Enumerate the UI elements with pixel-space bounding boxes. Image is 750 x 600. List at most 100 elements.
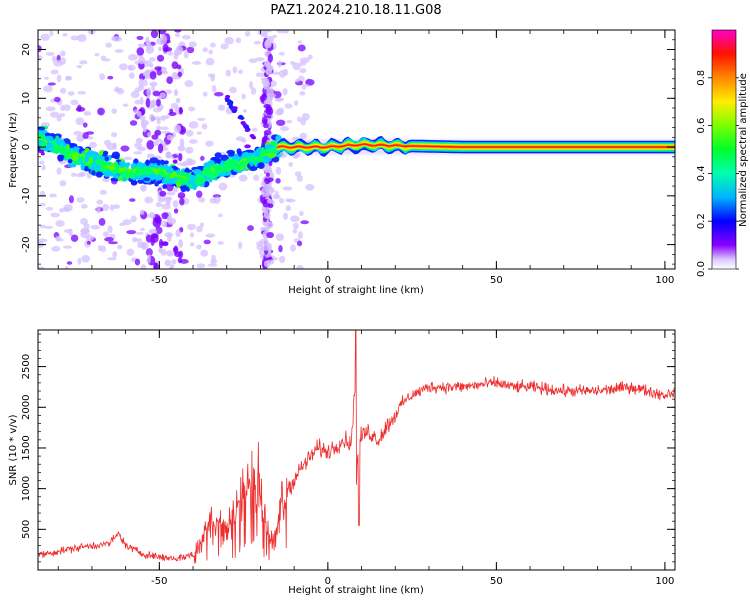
spectrogram-cell <box>226 149 236 155</box>
spectrogram-noise-cell <box>292 228 298 234</box>
spectrogram-cell <box>84 165 89 172</box>
snr-x-tick-label: -50 <box>151 576 167 587</box>
spectrogram-cell <box>141 167 148 175</box>
spectrogram-noise-cell <box>112 35 122 42</box>
snr-x-tick-label: 100 <box>655 576 674 587</box>
spectrogram-noise-cell <box>247 225 254 232</box>
spectrogram-noise-cell <box>45 106 56 112</box>
spectrogram-noise-cell <box>39 160 45 165</box>
spectrogram-noise-cell <box>38 55 43 61</box>
spectrogram-noise-cell <box>220 43 229 50</box>
spectrogram-noise-cell <box>207 263 218 267</box>
spectrogram-noise-cell <box>59 180 67 187</box>
spectrogram-noise-cell <box>140 184 147 192</box>
spectrogram-noise-cell <box>188 41 197 48</box>
spectrogram-cell <box>118 161 126 166</box>
spectrogram-noise-cell <box>156 118 161 125</box>
spectrogram-noise-cell <box>232 66 238 74</box>
spectrogram-y-axis-label: Frequency (Hz) <box>8 112 19 188</box>
spectrogram-noise-cell <box>296 116 302 123</box>
spectrogram-noise-cell <box>177 257 183 264</box>
spectrogram-noise-cell <box>138 56 146 65</box>
spectrogram-noise-cell <box>136 231 144 235</box>
spectrogram-noise-cell <box>55 220 65 227</box>
spectrogram-track-band <box>277 143 675 149</box>
spectrogram-noise-cell <box>134 99 142 105</box>
spectrogram-noise-cell <box>50 69 59 75</box>
spectrogram-cell <box>228 102 234 106</box>
spectrogram-noise-cell <box>184 80 194 88</box>
spectrogram-cell <box>244 144 251 149</box>
spectrogram-noise-cell <box>300 220 310 225</box>
spectrogram-noise-cell <box>127 64 132 70</box>
spectrogram-noise-cell <box>197 117 206 121</box>
spectrogram-cell <box>113 161 119 168</box>
spectrogram-noise-cell <box>275 178 281 184</box>
spectrogram-noise-cell <box>106 257 117 261</box>
spectrogram-noise-cell <box>275 97 285 101</box>
spectrogram-noise-cell <box>63 229 72 233</box>
spectrogram-noise-cell <box>70 99 79 106</box>
spectrogram-noise-cell <box>51 55 57 62</box>
colorbar-label: Normalized spectral amplitude <box>738 73 749 227</box>
spectrogram-noise-cell <box>171 61 179 69</box>
spectrogram-noise-cell <box>208 49 213 55</box>
spectrogram-noise-cell <box>148 228 158 235</box>
spectrogram-noise-cell <box>134 258 141 266</box>
spectrogram-noise-cell <box>55 235 61 241</box>
spectrogram-cell <box>250 155 255 161</box>
spectrogram-noise-cell <box>290 215 300 223</box>
spectrogram-noise-cell <box>85 235 95 241</box>
spectrogram-noise-cell <box>217 213 223 218</box>
spectrogram-noise-cell <box>175 229 181 238</box>
spectrogram-noise-cell <box>196 244 202 250</box>
spectrogram-noise-cell <box>87 30 96 35</box>
spectrogram-noise-cell <box>172 247 178 252</box>
spectrogram-noise-cell <box>266 177 274 183</box>
spectrogram-noise-cell <box>160 115 166 121</box>
spectrogram-noise-cell <box>134 142 143 149</box>
spectrogram-noise-cell <box>114 86 120 91</box>
spectrogram-noise-cell <box>114 49 124 53</box>
spectrogram-noise-cell <box>111 108 117 114</box>
spectrogram-noise-cell <box>102 58 111 62</box>
spectrogram-noise-cell <box>150 99 157 108</box>
spectrogram-cell <box>108 173 117 177</box>
spectrogram-noise-cell <box>186 223 196 231</box>
spectrogram-noise-cell <box>154 129 162 136</box>
spectrogram-noise-cell <box>97 107 105 116</box>
spectrogram-cell <box>228 105 234 109</box>
spectrogram-noise-cell <box>122 103 129 108</box>
spectrogram-noise-cell <box>153 140 159 147</box>
snr-frame <box>37 329 676 571</box>
spectrogram-noise-cell <box>137 43 146 48</box>
spectrogram-noise-cell <box>76 64 82 69</box>
spectrogram-noise-cell <box>263 129 272 136</box>
spectrogram-noise-cell <box>175 45 184 55</box>
colorbar: 0.0 0.2 0.4 0.6 0.8 Normalized spectral ampl… <box>696 29 749 277</box>
spectrogram-noise-cell <box>294 171 302 177</box>
spectrogram-cell <box>126 162 131 167</box>
spectrogram-noise-cell <box>149 113 155 122</box>
spectrogram-noise-cell <box>126 230 137 235</box>
spectrogram-noise-cell <box>301 86 307 90</box>
spectrogram-noise-cell <box>48 193 58 198</box>
spectrogram-noise-cell <box>130 90 140 99</box>
spectrogram-noise-cell <box>107 75 114 80</box>
spectrogram-noise-cell <box>77 90 87 95</box>
spectrogram-noise-cell <box>76 197 85 203</box>
spectrogram-noise-cell <box>300 84 310 88</box>
spectrogram-noise-cell <box>172 186 179 193</box>
spectrogram-noise-cell <box>164 114 170 120</box>
spectrogram-noise-cell <box>159 126 169 130</box>
spectrogram-noise-cell <box>158 247 163 254</box>
spectrogram-noise-cell <box>161 220 168 228</box>
spectrogram-noise-cell <box>217 241 224 245</box>
spectrogram-noise-cell <box>185 129 194 137</box>
spectrogram-noise-cell <box>38 45 42 53</box>
spectrogram-noise-cell <box>155 226 163 235</box>
spectrogram-noise-cell <box>81 204 88 209</box>
spectrogram-cell <box>55 137 62 144</box>
spectrogram-cell <box>110 169 119 174</box>
spectrogram-cell <box>108 165 114 171</box>
